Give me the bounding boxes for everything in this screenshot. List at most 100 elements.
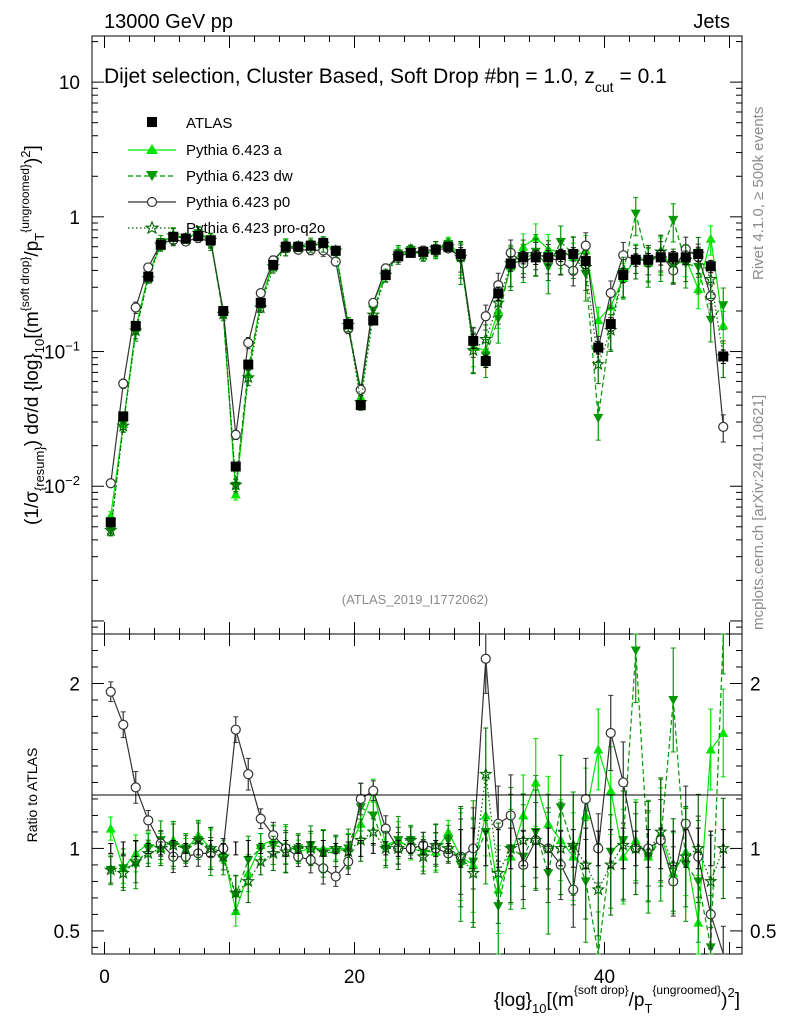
y-tick-label-ratio-right: 2	[750, 674, 761, 695]
data-point-ratio	[241, 874, 256, 888]
data-point-main	[605, 287, 616, 299]
legend-item-pythia-p0: Pythia 6.423 p0	[128, 194, 290, 211]
legend-item-pythia-dw: Pythia 6.423 dw	[128, 168, 293, 185]
data-point-main	[130, 320, 141, 331]
legend-item-atlas: ATLAS	[147, 115, 232, 132]
data-point-ratio	[253, 854, 268, 868]
ratio-plot-frame	[91, 633, 743, 955]
data-point-main	[418, 246, 429, 257]
data-point-ratio	[216, 849, 231, 863]
analysis-watermark: (ATLAS_2019_I1772062)	[342, 592, 488, 607]
data-point-ratio	[630, 646, 641, 656]
data-point-main	[591, 357, 606, 371]
data-point-ratio	[416, 849, 431, 863]
rivet-version-label: Rivet 4.1.0, ≥ 500k events	[750, 107, 767, 280]
ratio-series-group	[103, 633, 731, 955]
data-point-ratio	[330, 871, 341, 882]
data-point-ratio	[580, 793, 591, 805]
data-point-main	[680, 252, 691, 263]
y-tick-label-ratio-right: 1	[750, 839, 761, 860]
data-point-ratio	[103, 862, 118, 876]
series-line-main	[110, 230, 724, 516]
data-point-main	[330, 245, 341, 256]
data-point-main	[105, 478, 116, 489]
data-point-main	[230, 489, 241, 499]
data-point-ratio	[591, 882, 606, 896]
data-point-main	[230, 429, 241, 440]
legend-marker-atlas	[147, 117, 157, 127]
data-point-main	[168, 231, 179, 242]
x-tick-label: 20	[344, 967, 365, 988]
data-point-ratio	[255, 813, 266, 824]
data-point-main	[218, 305, 229, 316]
data-point-main	[205, 235, 216, 246]
data-point-main	[393, 251, 404, 262]
data-point-main	[505, 258, 516, 269]
data-point-ratio	[243, 769, 254, 780]
data-point-ratio	[228, 885, 243, 899]
data-point-main	[143, 262, 154, 273]
legend-marker-pythia-p0	[146, 196, 158, 208]
data-point-main	[543, 252, 554, 263]
series-pythia-6-423-dw-ratio	[105, 633, 726, 955]
data-point-ratio	[478, 767, 493, 781]
series-line-ratio	[110, 774, 724, 895]
data-point-ratio	[668, 695, 679, 705]
data-point-main	[380, 269, 391, 280]
data-point-ratio	[266, 846, 281, 860]
legend: ATLAS Pythia 6.423 a Pythia 6.423 dw Pyt…	[128, 115, 325, 237]
data-point-main	[243, 337, 254, 348]
data-point-main	[343, 319, 354, 330]
data-point-main	[155, 239, 166, 250]
data-point-main	[718, 421, 729, 432]
plot-title: Dijet selection, Cluster Based, Soft Dro…	[104, 65, 667, 95]
data-point-main	[655, 252, 666, 263]
data-point-main	[455, 248, 466, 259]
data-point-main	[430, 244, 441, 255]
data-point-main	[718, 351, 729, 362]
data-point-ratio	[128, 854, 143, 868]
data-point-ratio	[366, 824, 381, 838]
series-pythia-6-423-a-main	[105, 223, 729, 521]
series-pythia-6-423-p0-ratio	[105, 633, 726, 955]
data-point-main	[118, 411, 129, 422]
y-tick-label-main: 10	[59, 73, 80, 94]
data-point-main	[368, 315, 379, 326]
data-point-main	[480, 311, 491, 322]
data-point-main	[705, 233, 716, 243]
legend-label-pythia-dw: Pythia 6.423 dw	[186, 168, 293, 185]
y-tick-label-main: 10−1	[44, 339, 80, 364]
data-point-ratio	[705, 744, 716, 754]
main-y-axis-label: (1/σ{resum}) dσ/d {log}10[(m{soft drop}/…	[18, 145, 47, 525]
data-point-main	[555, 250, 566, 261]
data-point-ratio	[491, 866, 506, 879]
data-point-main	[405, 247, 416, 258]
data-point-main	[255, 297, 266, 308]
legend-marker-pythia-pro-q2o	[144, 220, 160, 235]
data-point-ratio	[368, 811, 379, 821]
series-pythia-6-423-a-ratio	[105, 688, 729, 955]
legend-item-pythia-pro-q2o: Pythia 6.423 pro-q2o	[128, 220, 325, 237]
data-point-main	[228, 477, 243, 491]
data-point-ratio	[355, 793, 366, 805]
data-point-main	[593, 342, 604, 353]
data-point-ratio	[368, 785, 379, 796]
data-point-main	[293, 241, 304, 252]
y-tick-label-ratio-left: 1	[69, 839, 80, 860]
data-point-ratio	[618, 777, 629, 788]
series-line-main	[110, 237, 724, 484]
data-point-ratio	[403, 833, 418, 846]
y-tick-label-ratio-left: 2	[69, 674, 80, 695]
legend-item-pythia-a: Pythia 6.423 a	[128, 142, 283, 159]
data-point-main	[630, 254, 641, 265]
data-point-main	[255, 288, 266, 299]
data-point-main	[118, 378, 129, 389]
data-point-main	[130, 302, 141, 313]
data-point-ratio	[718, 727, 729, 737]
data-point-main	[318, 237, 329, 248]
data-point-main	[268, 259, 279, 270]
series-line-ratio	[110, 633, 724, 955]
data-point-main	[193, 231, 204, 242]
data-point-main	[518, 252, 529, 263]
